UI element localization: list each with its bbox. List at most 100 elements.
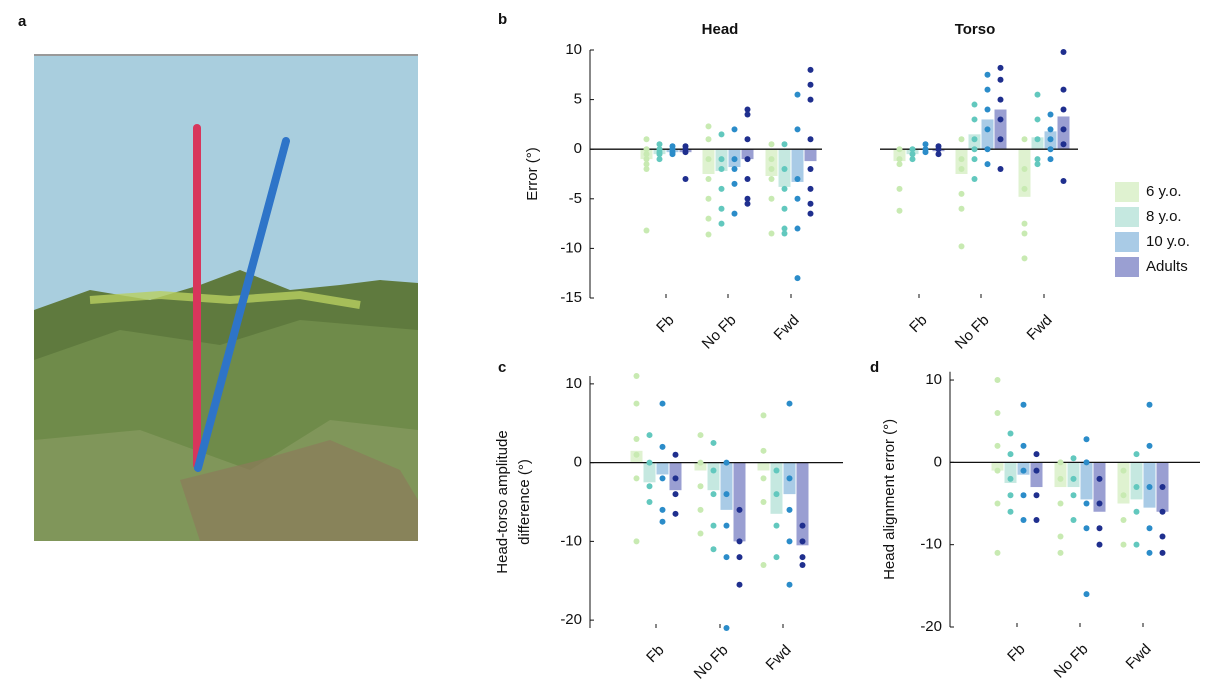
data-point	[1021, 230, 1028, 237]
data-point	[736, 554, 743, 561]
data-point	[1146, 442, 1153, 449]
data-point	[971, 156, 978, 163]
data-point	[781, 205, 788, 212]
data-point	[1096, 475, 1103, 482]
data-point	[1083, 500, 1090, 507]
data-point	[984, 86, 991, 93]
data-point	[971, 101, 978, 108]
data-point	[672, 491, 679, 498]
data-point	[718, 156, 725, 163]
data-point	[1057, 459, 1064, 466]
data-point	[935, 146, 942, 153]
data-point	[1021, 185, 1028, 192]
data-point	[1159, 533, 1166, 540]
data-point	[1070, 455, 1077, 462]
data-point	[1146, 401, 1153, 408]
data-point	[1133, 508, 1140, 515]
data-point	[760, 562, 767, 568]
data-point	[807, 185, 814, 192]
bar	[1130, 462, 1143, 500]
data-point	[1047, 126, 1054, 133]
data-point	[1120, 541, 1127, 548]
data-point	[997, 96, 1004, 103]
bar	[765, 149, 778, 176]
data-point	[794, 126, 801, 133]
data-point	[1007, 492, 1014, 499]
panel-label: b	[498, 11, 507, 28]
data-point	[1034, 161, 1041, 168]
data-point	[896, 156, 903, 163]
data-point	[1057, 500, 1064, 507]
data-point	[682, 175, 689, 182]
y-axis-label: Error (°)	[524, 147, 541, 201]
x-tick-label: Fb	[653, 312, 677, 336]
data-point	[1060, 48, 1067, 55]
data-point	[1057, 549, 1064, 556]
bar	[1093, 462, 1106, 512]
data-point	[656, 141, 663, 148]
shrubs	[89, 290, 361, 309]
data-point	[1060, 106, 1067, 113]
y-tick-label: -5	[569, 190, 582, 207]
data-point	[781, 166, 788, 173]
data-point	[1020, 516, 1027, 523]
data-point	[971, 136, 978, 143]
data-point	[1057, 475, 1064, 482]
data-point	[1007, 451, 1014, 458]
data-point	[768, 141, 775, 148]
data-point	[643, 156, 650, 163]
data-point	[1070, 492, 1077, 499]
data-point	[723, 459, 730, 466]
data-point	[744, 175, 751, 182]
blue-pole	[194, 137, 290, 472]
data-point	[773, 491, 780, 498]
data-point	[656, 156, 663, 163]
data-point	[1159, 549, 1166, 556]
bar	[1117, 462, 1130, 504]
data-point	[958, 243, 965, 250]
x-tick-label: No Fb	[699, 312, 740, 353]
data-point	[710, 439, 717, 446]
bar	[1018, 149, 1031, 197]
y-tick-label: 0	[574, 454, 582, 471]
data-point	[1021, 166, 1028, 173]
data-point	[1021, 220, 1028, 227]
data-point	[984, 161, 991, 168]
y-axis-label: difference (°)	[516, 459, 533, 545]
data-point	[807, 200, 814, 207]
bar	[694, 462, 707, 471]
data-point	[786, 506, 793, 513]
y-axis-label: Head alignment error (°)	[881, 419, 898, 580]
data-point	[773, 467, 780, 474]
data-point	[760, 412, 767, 419]
data-point	[958, 205, 965, 212]
data-point	[718, 131, 725, 138]
bar	[770, 462, 783, 514]
data-point	[1060, 126, 1067, 133]
data-point	[994, 377, 1001, 384]
data-point	[646, 459, 653, 466]
data-point	[705, 123, 712, 130]
y-tick-label: 0	[934, 453, 942, 470]
panel-label: c	[498, 359, 506, 376]
data-point	[781, 225, 788, 232]
data-point	[643, 227, 650, 234]
data-point	[786, 581, 793, 588]
data-point	[705, 136, 712, 143]
bar	[707, 462, 720, 491]
data-point	[1083, 525, 1090, 532]
data-point	[705, 175, 712, 182]
data-point	[736, 581, 743, 588]
data-point	[807, 66, 814, 73]
bar	[757, 462, 770, 471]
data-point	[736, 506, 743, 513]
bar	[1054, 462, 1067, 488]
data-point	[896, 161, 903, 168]
data-point	[731, 180, 738, 187]
data-point	[697, 432, 704, 439]
data-point	[896, 185, 903, 192]
data-point	[659, 400, 666, 407]
bar	[733, 462, 746, 542]
data-point	[1020, 492, 1027, 499]
data-point	[718, 205, 725, 212]
